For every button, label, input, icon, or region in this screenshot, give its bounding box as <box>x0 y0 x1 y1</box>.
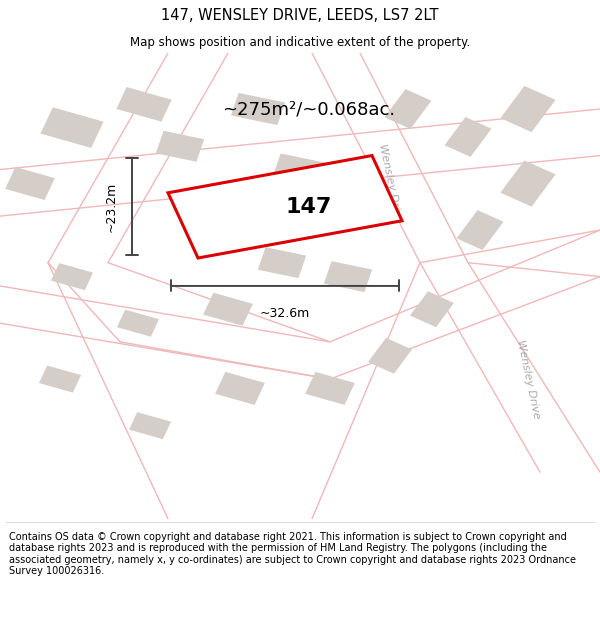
Polygon shape <box>168 156 402 258</box>
Text: 147: 147 <box>286 197 332 217</box>
Polygon shape <box>231 93 285 125</box>
Polygon shape <box>203 292 253 326</box>
Text: ~275m²/~0.068ac.: ~275m²/~0.068ac. <box>222 100 395 118</box>
Polygon shape <box>324 261 372 292</box>
Text: ~32.6m: ~32.6m <box>260 308 310 321</box>
Polygon shape <box>129 412 171 439</box>
Polygon shape <box>39 366 81 392</box>
Polygon shape <box>51 263 93 290</box>
Polygon shape <box>258 248 306 278</box>
Polygon shape <box>305 372 355 405</box>
Text: 147, WENSLEY DRIVE, LEEDS, LS7 2LT: 147, WENSLEY DRIVE, LEEDS, LS7 2LT <box>161 8 439 23</box>
Text: Wensley Drive: Wensley Drive <box>515 339 541 419</box>
Polygon shape <box>156 131 204 162</box>
Text: Map shows position and indicative extent of the property.: Map shows position and indicative extent… <box>130 36 470 49</box>
Polygon shape <box>273 154 327 186</box>
Polygon shape <box>500 86 556 132</box>
Polygon shape <box>385 89 431 129</box>
Polygon shape <box>500 161 556 207</box>
Polygon shape <box>5 167 55 200</box>
Polygon shape <box>215 372 265 405</box>
Polygon shape <box>324 177 372 208</box>
Polygon shape <box>368 338 412 374</box>
Polygon shape <box>117 309 159 337</box>
Polygon shape <box>40 107 104 148</box>
Text: Contains OS data © Crown copyright and database right 2021. This information is : Contains OS data © Crown copyright and d… <box>9 531 576 576</box>
Text: Wensley Drive: Wensley Drive <box>377 143 403 224</box>
Polygon shape <box>457 210 503 250</box>
Polygon shape <box>116 87 172 122</box>
Polygon shape <box>410 291 454 327</box>
Text: ~23.2m: ~23.2m <box>104 182 118 232</box>
Polygon shape <box>445 117 491 157</box>
